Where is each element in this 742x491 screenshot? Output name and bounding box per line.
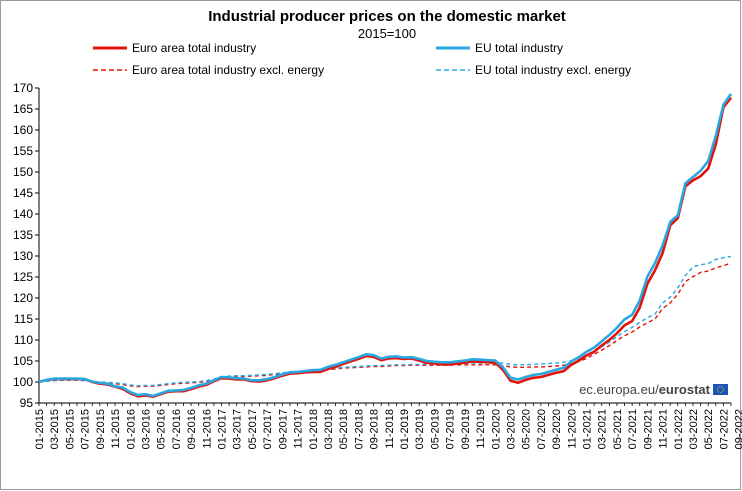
x-tick-label: 01-2019 bbox=[399, 409, 411, 449]
x-tick-label: 05-2015 bbox=[64, 409, 76, 449]
x-tick-label: 05-2017 bbox=[247, 409, 259, 449]
x-tick-label: 01-2015 bbox=[34, 409, 46, 449]
x-tick-label: 09-2022 bbox=[734, 409, 742, 449]
x-tick-label: 07-2017 bbox=[262, 409, 274, 449]
legend-label-eu-excl: EU total industry excl. energy bbox=[475, 63, 631, 77]
chart-subtitle: 2015=100 bbox=[358, 26, 416, 41]
y-tick-label: 155 bbox=[13, 144, 33, 158]
x-tick-label: 05-2021 bbox=[612, 409, 624, 449]
y-tick-label: 115 bbox=[14, 312, 33, 326]
series-eu-excl-energy-line bbox=[38, 255, 732, 387]
series-lines bbox=[38, 93, 733, 399]
x-tick-label: 03-2019 bbox=[414, 409, 426, 449]
x-tick-label: 01-2022 bbox=[673, 409, 685, 449]
x-tick-label: 05-2020 bbox=[521, 409, 533, 449]
x-tick-label: 05-2016 bbox=[156, 409, 168, 449]
y-tick-label: 110 bbox=[14, 333, 33, 347]
x-tick-label: 01-2018 bbox=[308, 409, 320, 449]
y-tick-label: 165 bbox=[13, 102, 33, 116]
x-tick-label: 07-2021 bbox=[627, 409, 639, 449]
x-tick-label: 11-2015 bbox=[110, 409, 122, 449]
y-tick-label: 95 bbox=[20, 396, 34, 410]
axes bbox=[38, 88, 731, 404]
x-tick-label: 07-2018 bbox=[353, 409, 365, 449]
x-tick-label: 07-2015 bbox=[80, 409, 92, 449]
x-tick-label: 01-2016 bbox=[125, 409, 137, 449]
x-tick-label: 11-2018 bbox=[384, 409, 396, 449]
x-tick-label: 03-2018 bbox=[323, 409, 335, 449]
y-tick-label: 130 bbox=[13, 249, 33, 263]
legend: Euro area total industry EU total indust… bbox=[93, 41, 631, 77]
source-prefix: ec.europa.eu/ bbox=[579, 382, 659, 397]
series-ea-total-line bbox=[38, 96, 733, 399]
x-tick-label: 01-2020 bbox=[490, 409, 502, 449]
x-tick-label: 07-2019 bbox=[445, 409, 457, 449]
x-tick-label: 01-2017 bbox=[217, 409, 229, 449]
x-tick-label: 07-2016 bbox=[171, 409, 183, 449]
y-tick-label: 135 bbox=[13, 228, 33, 242]
source-brand: eurostat bbox=[659, 382, 711, 397]
legend-label-eu-total: EU total industry bbox=[475, 41, 563, 55]
x-tick-label: 11-2017 bbox=[293, 409, 305, 449]
source-label: ec.europa.eu/eurostat bbox=[579, 382, 728, 397]
source-text: ec.europa.eu/eurostat bbox=[579, 382, 710, 397]
x-tick-label: 09-2020 bbox=[551, 409, 563, 449]
x-tick-label: 03-2020 bbox=[505, 409, 517, 449]
x-tick-label: 03-2015 bbox=[49, 409, 61, 449]
x-tick-label: 11-2020 bbox=[566, 409, 578, 449]
y-tick-label: 120 bbox=[13, 291, 33, 305]
y-tick-label: 170 bbox=[13, 81, 33, 95]
eu-flag-icon bbox=[713, 384, 728, 395]
y-axis-ticks: 95 100 105 110 115 120 125 130 135 140 145 150 155 16… bbox=[13, 81, 39, 410]
x-tick-label: 11-2016 bbox=[201, 409, 213, 449]
x-tick-label: 03-2016 bbox=[140, 409, 152, 449]
legend-label-ea-total: Euro area total industry bbox=[132, 41, 256, 55]
x-tick-label: 07-2020 bbox=[536, 409, 548, 449]
series-ea-excl-energy-line bbox=[38, 262, 732, 388]
chart-title: Industrial producer prices on the domest… bbox=[208, 8, 566, 25]
eu-flag-stars-icon bbox=[717, 386, 724, 393]
x-tick-label: 03-2017 bbox=[232, 409, 244, 449]
x-tick-label: 11-2021 bbox=[658, 409, 670, 449]
x-tick-label: 11-2019 bbox=[475, 409, 487, 449]
x-tick-label: 09-2017 bbox=[277, 409, 289, 449]
x-tick-label: 01-2021 bbox=[582, 409, 594, 449]
x-tick-label: 09-2021 bbox=[642, 409, 654, 449]
y-tick-label: 160 bbox=[13, 123, 33, 137]
legend-label-ea-excl: Euro area total industry excl. energy bbox=[132, 63, 324, 77]
x-tick-label: 05-2019 bbox=[429, 409, 441, 449]
x-tick-label: 09-2019 bbox=[460, 409, 472, 449]
x-axis-ticks: 01-2015 03-2015 05-2015 07-2015 09-2015 11-20… bbox=[34, 403, 742, 449]
x-tick-label: 09-2018 bbox=[369, 409, 381, 449]
y-tick-label: 150 bbox=[13, 165, 33, 179]
x-tick-label: 09-2015 bbox=[95, 409, 107, 449]
y-tick-label: 145 bbox=[13, 186, 33, 200]
y-tick-label: 125 bbox=[13, 270, 33, 284]
y-tick-label: 105 bbox=[13, 354, 33, 368]
x-tick-label: 07-2022 bbox=[718, 409, 730, 449]
x-tick-label: 05-2022 bbox=[703, 409, 715, 449]
y-tick-label: 100 bbox=[13, 375, 33, 389]
y-tick-label: 140 bbox=[13, 207, 33, 221]
series-eu-total-line bbox=[38, 93, 733, 398]
x-tick-label: 03-2022 bbox=[688, 409, 700, 449]
x-tick-label: 09-2016 bbox=[186, 409, 198, 449]
x-tick-label: 03-2021 bbox=[597, 409, 609, 449]
x-tick-label: 05-2018 bbox=[338, 409, 350, 449]
